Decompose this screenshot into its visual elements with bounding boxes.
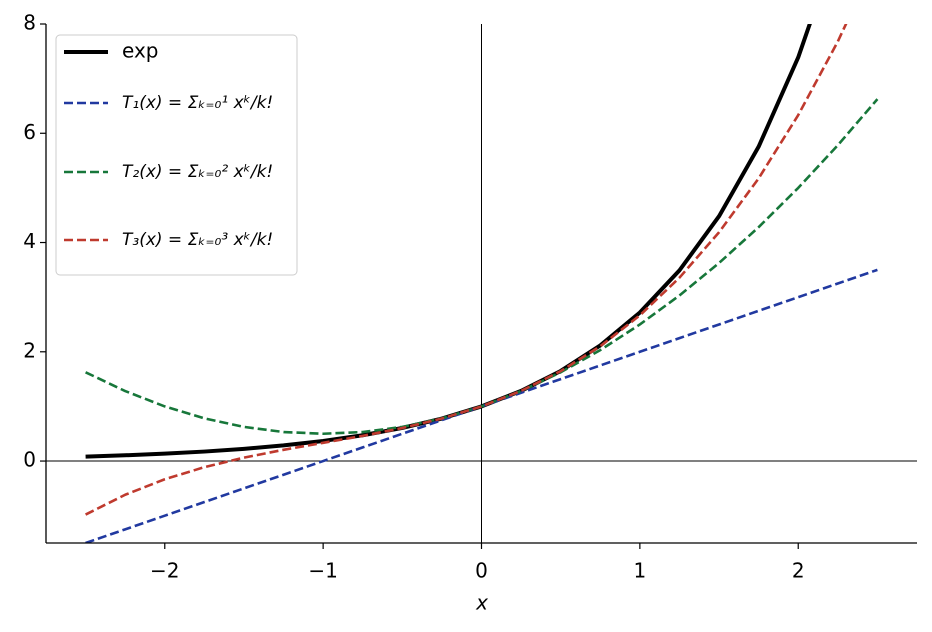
- legend-label: T₃(x) = Σₖ₌₀³ xᵏ/k!: [122, 230, 273, 250]
- x-tick-label: 0: [475, 559, 488, 583]
- plot-area: [46, 24, 917, 543]
- y-tick-label: 2: [23, 338, 36, 362]
- y-tick-label: 4: [23, 229, 36, 253]
- x-tick-label: −1: [308, 559, 337, 583]
- legend-label: exp: [122, 39, 158, 63]
- legend-label: T₂(x) = Σₖ₌₀² xᵏ/k!: [122, 162, 273, 182]
- x-tick-label: 2: [792, 559, 805, 583]
- series-line: [85, 24, 848, 516]
- x-axis-label: x: [475, 591, 488, 615]
- legend-box: [55, 34, 298, 276]
- legend-label: T₁(x) = Σₖ₌₀¹ xᵏ/k!: [122, 93, 273, 113]
- y-tick-label: 0: [23, 448, 36, 472]
- series-line: [85, 98, 879, 436]
- x-tick-label: −2: [150, 559, 179, 583]
- y-tick-label: 6: [23, 120, 36, 144]
- x-tick-label: 1: [633, 559, 646, 583]
- y-tick-label: 8: [23, 11, 36, 35]
